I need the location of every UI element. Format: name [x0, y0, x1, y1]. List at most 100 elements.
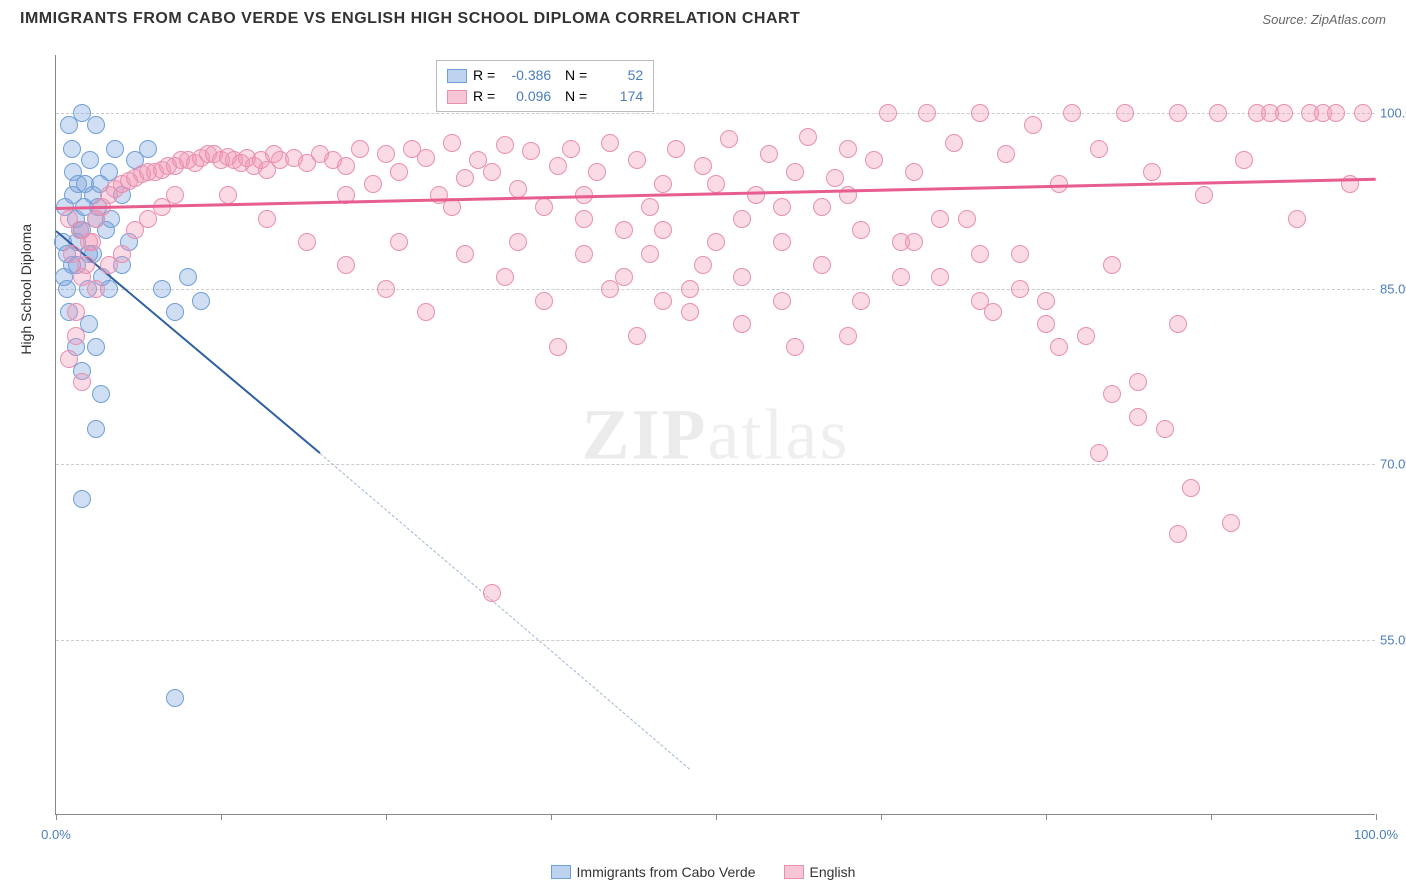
data-point: [865, 151, 883, 169]
y-tick-label: 70.0%: [1380, 457, 1406, 472]
data-point: [601, 134, 619, 152]
data-point: [654, 175, 672, 193]
data-point: [641, 198, 659, 216]
data-point: [1077, 327, 1095, 345]
data-point: [166, 186, 184, 204]
data-point: [958, 210, 976, 228]
data-point: [73, 373, 91, 391]
y-tick-label: 100.0%: [1380, 106, 1406, 121]
data-point: [839, 140, 857, 158]
data-point: [60, 350, 78, 368]
chart-title: IMMIGRANTS FROM CABO VERDE VS ENGLISH HI…: [20, 10, 800, 27]
data-point: [931, 268, 949, 286]
data-point: [1024, 116, 1042, 134]
data-point: [1195, 186, 1213, 204]
legend-r-label: R =: [473, 65, 495, 86]
y-tick-label: 55.0%: [1380, 632, 1406, 647]
data-point: [509, 233, 527, 251]
data-point: [1275, 104, 1293, 122]
data-point: [337, 157, 355, 175]
legend-n-value: 174: [593, 86, 643, 107]
legend-r-value: -0.386: [501, 65, 551, 86]
x-tick: [221, 814, 222, 820]
y-axis-label: High School Diploma: [18, 224, 34, 355]
data-point: [971, 104, 989, 122]
data-point: [1116, 104, 1134, 122]
data-point: [87, 338, 105, 356]
source-label: Source: ZipAtlas.com: [1262, 12, 1386, 27]
data-point: [153, 280, 171, 298]
data-point: [1090, 444, 1108, 462]
data-point: [1209, 104, 1227, 122]
data-point: [1103, 385, 1121, 403]
data-point: [892, 268, 910, 286]
data-point: [654, 221, 672, 239]
data-point: [417, 303, 435, 321]
legend-n-label: N =: [557, 86, 587, 107]
legend-n-value: 52: [593, 65, 643, 86]
data-point: [106, 140, 124, 158]
data-point: [1169, 315, 1187, 333]
data-point: [337, 256, 355, 274]
data-point: [667, 140, 685, 158]
data-point: [799, 128, 817, 146]
legend-r-label: R =: [473, 86, 495, 107]
data-point: [1050, 338, 1068, 356]
legend-row: R = -0.386 N = 52: [447, 65, 643, 86]
data-point: [377, 145, 395, 163]
data-point: [852, 292, 870, 310]
data-point: [113, 245, 131, 263]
data-point: [535, 198, 553, 216]
gridline: [56, 464, 1375, 465]
data-point: [905, 233, 923, 251]
data-point: [694, 157, 712, 175]
data-point: [1354, 104, 1372, 122]
data-point: [483, 584, 501, 602]
data-point: [87, 116, 105, 134]
y-tick-label: 85.0%: [1380, 281, 1406, 296]
data-point: [1169, 525, 1187, 543]
data-point: [417, 149, 435, 167]
data-point: [694, 256, 712, 274]
legend-swatch: [447, 90, 467, 104]
data-point: [813, 256, 831, 274]
data-point: [1050, 175, 1068, 193]
x-tick: [1211, 814, 1212, 820]
data-point: [377, 280, 395, 298]
bottom-legend-item: Immigrants from Cabo Verde: [551, 864, 756, 880]
data-point: [55, 268, 73, 286]
data-point: [258, 210, 276, 228]
data-point: [1288, 210, 1306, 228]
data-point: [852, 221, 870, 239]
data-point: [760, 145, 778, 163]
data-point: [773, 198, 791, 216]
data-point: [1327, 104, 1345, 122]
stats-legend: R = -0.386 N = 52R = 0.096 N = 174: [436, 60, 654, 112]
data-point: [67, 303, 85, 321]
data-point: [733, 268, 751, 286]
data-point: [681, 303, 699, 321]
data-point: [73, 490, 91, 508]
data-point: [575, 210, 593, 228]
data-point: [483, 163, 501, 181]
data-point: [615, 221, 633, 239]
x-tick-label: 0.0%: [41, 827, 71, 842]
legend-swatch: [551, 865, 571, 879]
data-point: [601, 280, 619, 298]
data-point: [390, 233, 408, 251]
data-point: [364, 175, 382, 193]
data-point: [390, 163, 408, 181]
data-point: [1129, 408, 1147, 426]
legend-row: R = 0.096 N = 174: [447, 86, 643, 107]
bottom-legend-item: English: [784, 864, 856, 880]
data-point: [1011, 245, 1029, 263]
data-point: [654, 292, 672, 310]
legend-swatch: [447, 69, 467, 83]
data-point: [81, 151, 99, 169]
data-point: [1222, 514, 1240, 532]
data-point: [971, 292, 989, 310]
data-point: [549, 338, 567, 356]
data-point: [83, 233, 101, 251]
legend-label: Immigrants from Cabo Verde: [577, 864, 756, 880]
data-point: [192, 292, 210, 310]
